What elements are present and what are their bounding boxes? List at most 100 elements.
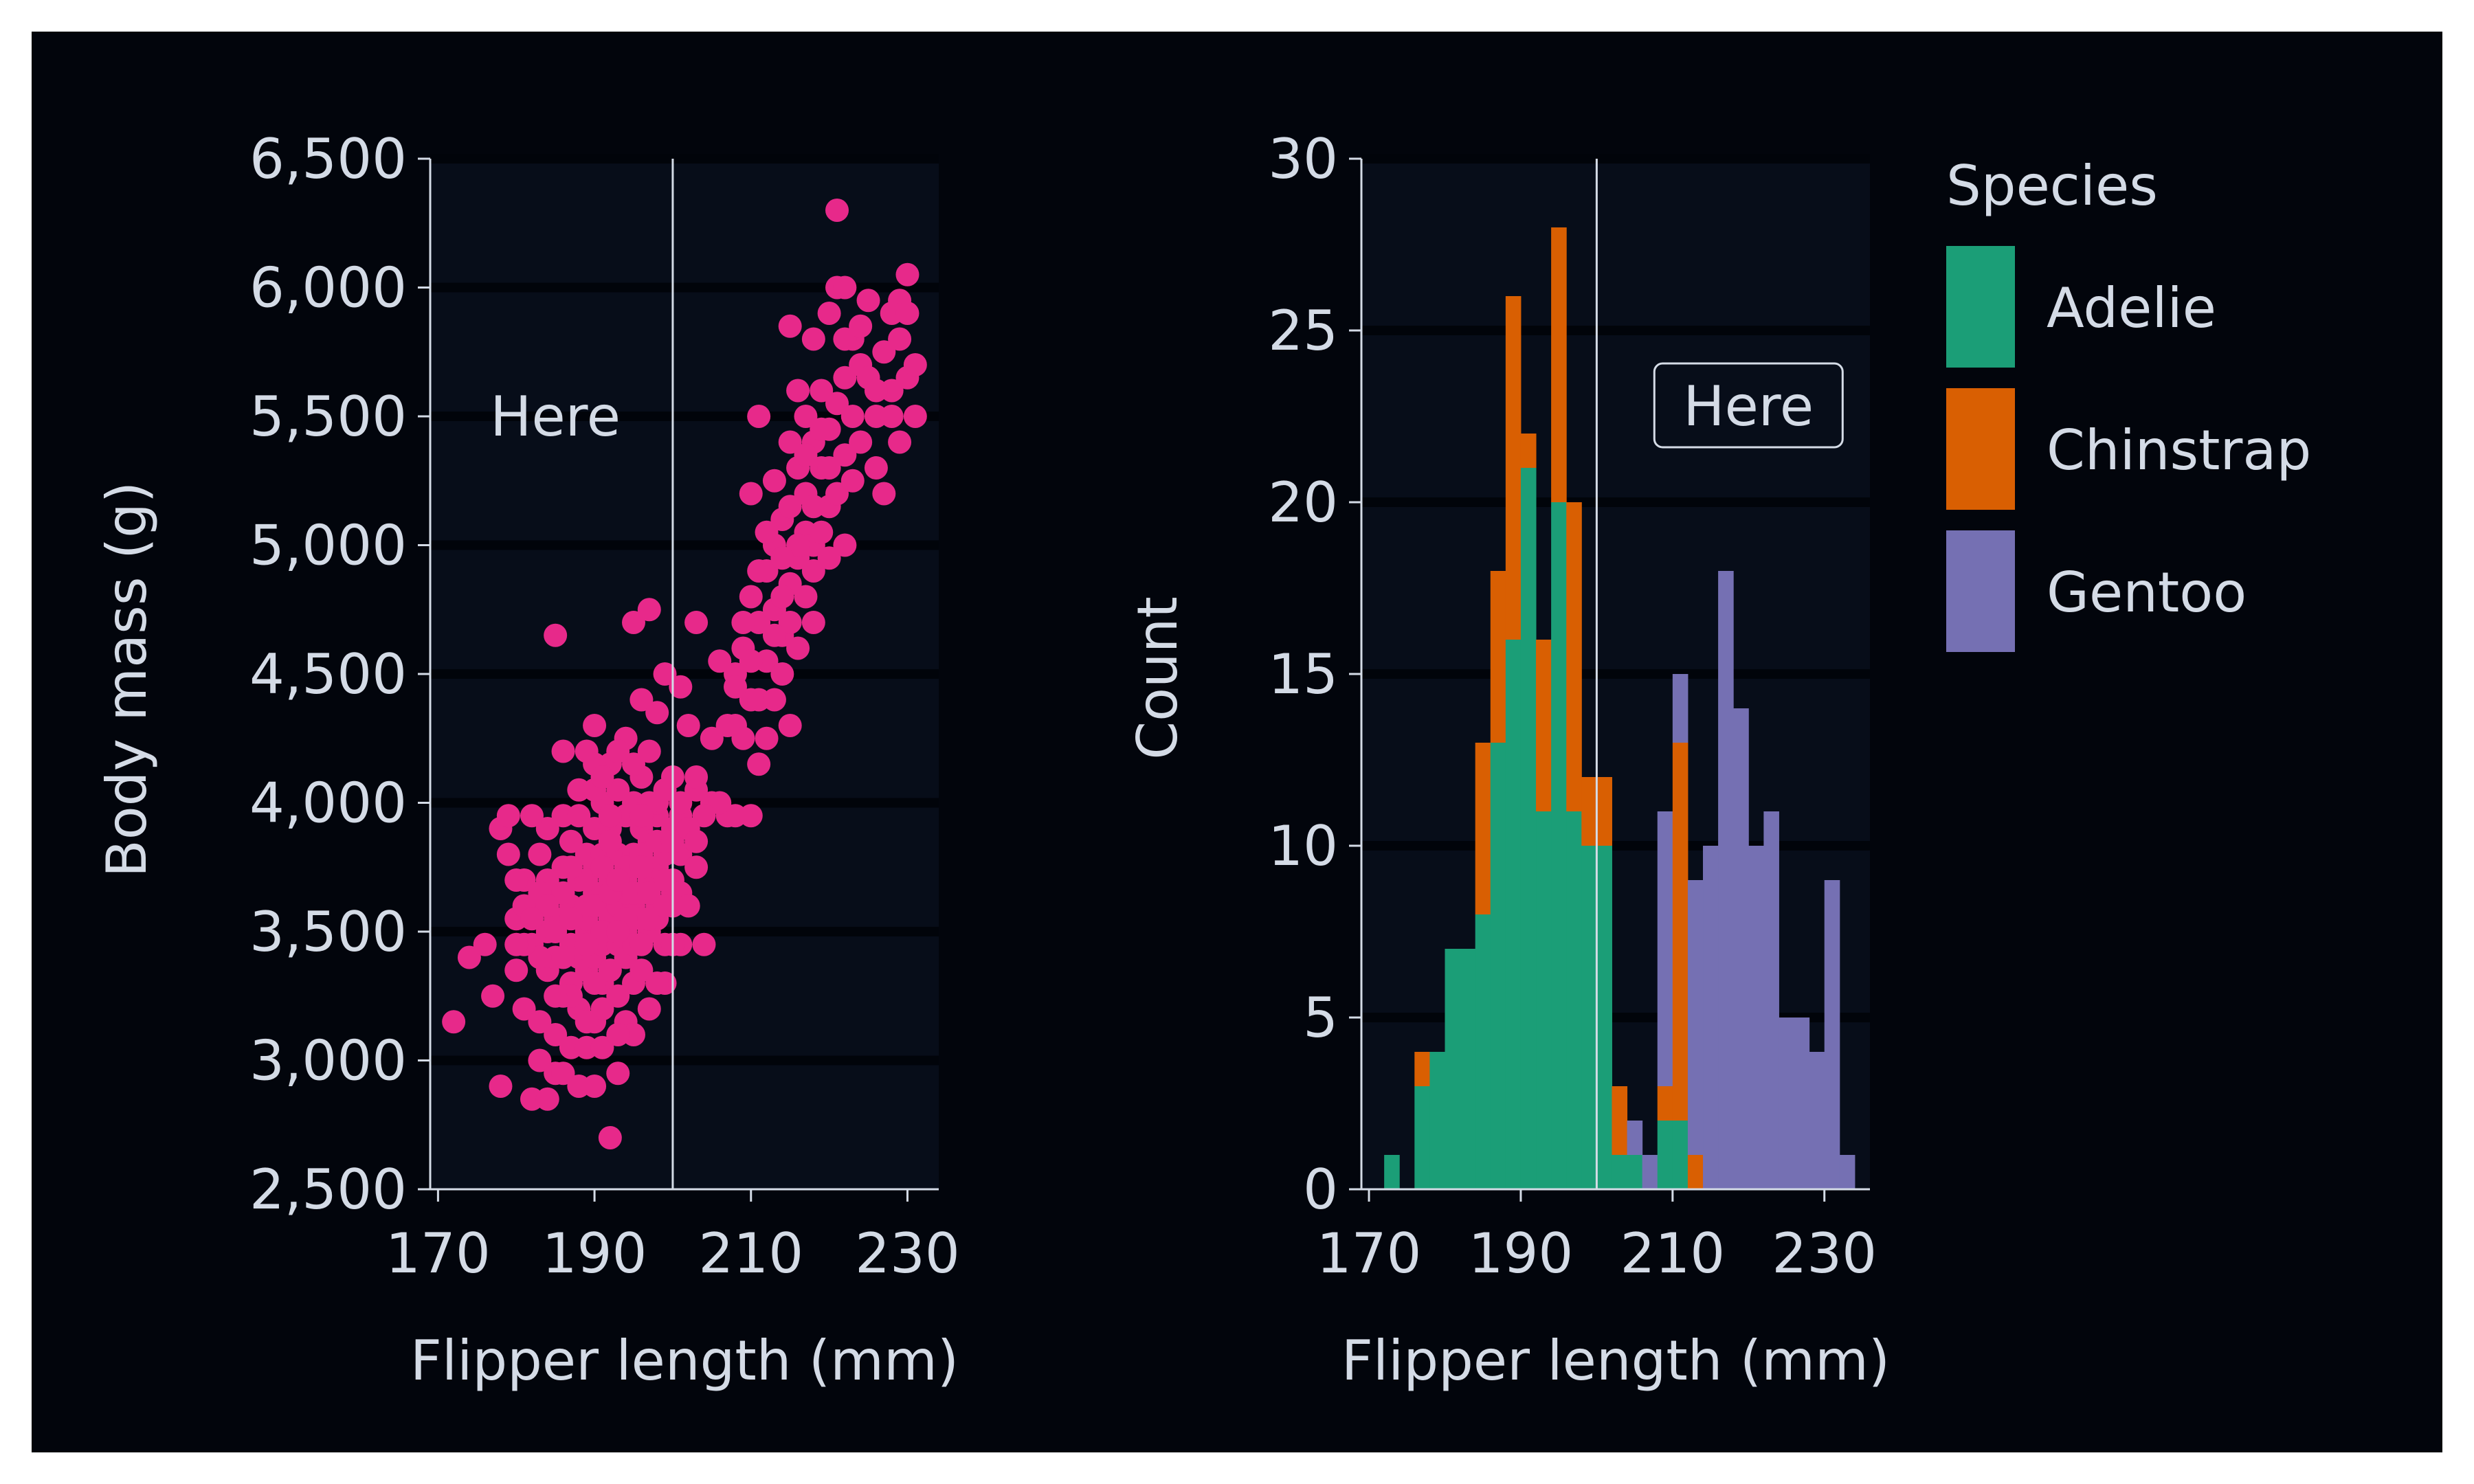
scatter-point	[864, 379, 888, 403]
scatter-point	[504, 868, 528, 892]
scatter-point	[747, 752, 771, 776]
scatter-point	[724, 675, 747, 699]
histogram-x-tick-label: 210	[1620, 1222, 1725, 1285]
scatter-point	[762, 469, 786, 493]
scatter-point	[888, 327, 912, 351]
scatter-points	[442, 199, 927, 1149]
scatter-point	[888, 430, 912, 454]
scatter-x-tick-label: 190	[542, 1222, 647, 1285]
scatter-point	[544, 1023, 568, 1046]
histogram-bar-adelie	[1581, 846, 1597, 1189]
scatter-point	[645, 971, 669, 995]
scatter-point	[786, 379, 810, 403]
scatter-point	[778, 714, 802, 737]
scatter-point	[629, 855, 654, 879]
scatter-point	[535, 1087, 559, 1111]
scatter-point	[512, 997, 536, 1021]
scatter-point	[606, 1023, 630, 1046]
scatter-point	[544, 984, 568, 1008]
scatter-y-axis: 2,500 3,000 3,500 4,000 4,500 5,000 5,500 6,000…	[249, 127, 432, 1222]
histogram-x-axis-label: Flipper length (mm)	[1341, 1329, 1890, 1393]
scatter-point	[535, 894, 559, 918]
legend-label-chinstrap: Chinstrap	[2047, 418, 2311, 482]
histogram-bar-adelie	[1384, 1155, 1400, 1189]
histogram-bar-gentoo	[1672, 674, 1689, 743]
scatter-point	[840, 469, 865, 493]
scatter-point	[520, 907, 544, 931]
legend-swatch-chinstrap	[1946, 388, 2015, 510]
histogram-x-axis: 170 190 210 230	[1317, 1188, 1877, 1285]
scatter-point	[692, 804, 716, 828]
scatter-point	[739, 585, 763, 609]
histogram-bar-adelie	[1445, 949, 1461, 1189]
histogram-bar-gentoo	[1794, 1018, 1810, 1189]
scatter-point	[903, 353, 927, 376]
scatter-point	[637, 739, 661, 763]
histogram-bar-chinstrap	[1475, 743, 1491, 914]
scatter-y-tick-label: 5,000	[249, 514, 407, 578]
scatter-point	[676, 714, 700, 737]
scatter-point	[731, 611, 755, 634]
scatter-x-axis: 170 190 210 230	[386, 1188, 960, 1285]
histogram-bar-adelie	[1551, 502, 1567, 1189]
scatter-point	[473, 932, 497, 956]
histogram-y-tick-label: 30	[1268, 127, 1338, 191]
scatter-point	[778, 314, 802, 338]
histogram-bar-gentoo	[1824, 880, 1840, 1189]
histogram-y-tick-label: 15	[1268, 642, 1338, 706]
histogram-bar-adelie	[1566, 811, 1582, 1189]
scatter-point	[551, 1061, 575, 1086]
scatter-point	[817, 302, 841, 325]
histogram-x-tick-label: 230	[1772, 1222, 1877, 1285]
scatter-point	[653, 894, 677, 918]
histogram-bar-adelie	[1505, 640, 1522, 1189]
histogram-bar-gentoo	[1779, 1018, 1795, 1189]
histogram-bar-gentoo	[1687, 880, 1704, 1155]
histogram-bar-gentoo	[1839, 1155, 1855, 1189]
scatter-point	[583, 894, 607, 918]
scatter-point	[825, 392, 849, 416]
scatter-point	[684, 765, 709, 789]
scatter-annotation: Here	[490, 385, 621, 449]
scatter-point	[629, 804, 654, 828]
histogram-bar-chinstrap	[1672, 743, 1689, 1121]
histogram-y-tick-label: 20	[1268, 471, 1338, 535]
scatter-point	[590, 997, 614, 1021]
legend-label-gentoo: Gentoo	[2047, 561, 2247, 625]
scatter-point	[849, 430, 873, 454]
scatter-point	[801, 559, 825, 583]
scatter-point	[590, 765, 614, 789]
scatter-point	[825, 482, 849, 506]
scatter-point	[590, 855, 614, 879]
scatter-point	[708, 791, 732, 815]
scatter-point	[872, 340, 896, 364]
histogram-bar-adelie	[1460, 949, 1476, 1189]
histogram-bar-chinstrap	[1596, 777, 1612, 846]
scatter-point	[833, 276, 857, 300]
legend-swatch-adelie	[1946, 246, 2015, 368]
scatter-point	[669, 675, 693, 699]
histogram-bar-chinstrap	[1551, 227, 1567, 502]
scatter-point	[880, 405, 904, 428]
scatter-point	[684, 611, 709, 634]
scatter-point	[731, 726, 755, 750]
scatter-point	[504, 958, 528, 982]
histogram-bar-adelie	[1596, 846, 1612, 1189]
scatter-point	[755, 726, 779, 750]
legend-label-adelie: Adelie	[2047, 276, 2216, 340]
scatter-point	[653, 868, 677, 892]
scatter-x-tick-label: 210	[698, 1222, 803, 1285]
scatter-point	[504, 932, 528, 956]
scatter-point	[895, 302, 920, 325]
scatter-point	[606, 868, 630, 892]
scatter-point	[715, 714, 739, 737]
histogram-bar-chinstrap	[1612, 1086, 1628, 1155]
scatter-point	[575, 1010, 599, 1034]
scatter-point	[700, 726, 724, 750]
scatter-point	[583, 714, 607, 737]
scatter-point	[770, 546, 794, 570]
legend-swatch-gentoo	[1946, 530, 2015, 652]
histogram-bar-adelie	[1536, 811, 1552, 1189]
scatter-x-tick-label: 230	[855, 1222, 960, 1285]
scatter-point	[622, 752, 645, 776]
